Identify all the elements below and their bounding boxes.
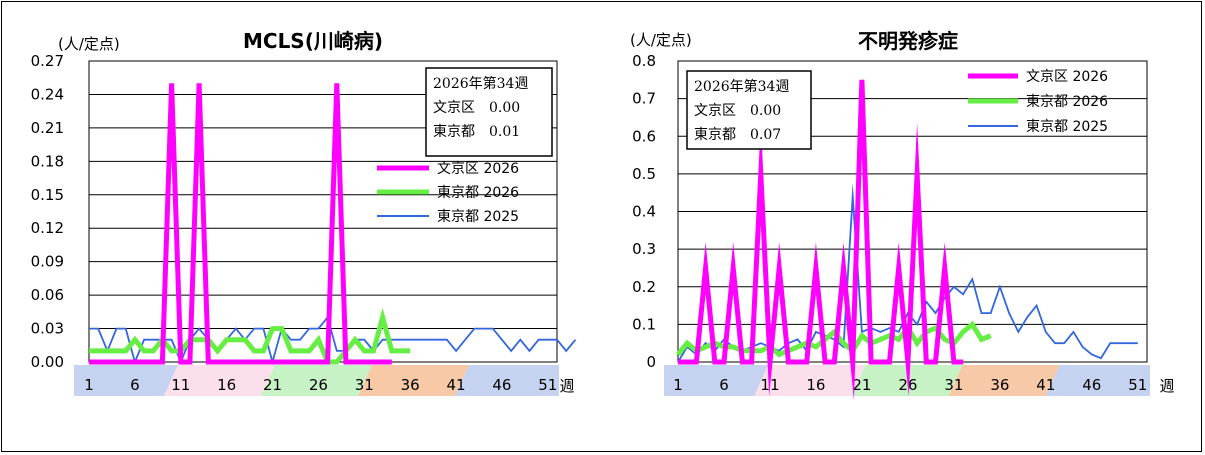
- x-axis-band: [948, 365, 1060, 396]
- x-tick-label: 46: [1082, 376, 1101, 394]
- y-tick-label: 0.2: [632, 278, 656, 296]
- info-box: [425, 67, 553, 157]
- x-tick-label: 46: [492, 376, 511, 394]
- info-box-line: 東京都 0.07: [694, 127, 781, 143]
- y-tick-label: 0: [646, 353, 656, 371]
- y-tick-label: 0.7: [632, 90, 656, 108]
- x-tick-label: 16: [217, 376, 236, 394]
- y-tick-label: 0.5: [632, 165, 656, 183]
- x-tick-label: 6: [719, 376, 729, 394]
- x-axis-band: [1045, 365, 1150, 396]
- y-tick-label: 0.27: [31, 52, 64, 70]
- x-tick-label: 26: [309, 376, 328, 394]
- x-axis-band: [164, 365, 275, 396]
- info-box-line: 2026年第34週: [694, 78, 789, 95]
- x-axis-band: [261, 365, 372, 396]
- info-box-line: 2026年第34週: [433, 75, 528, 92]
- info-box-line: 文京区 0.00: [694, 103, 781, 119]
- chart-1: 0.00 0.03 0.06 0.09 0.12 0.15 0.18 0.21 0.24 0.27…: [31, 29, 577, 396]
- x-tick-label: 11: [171, 376, 190, 394]
- legend-label: 東京都 2025: [437, 209, 519, 225]
- x-tick-label: 1: [673, 376, 683, 394]
- legend-label: 東京都 2026: [1026, 94, 1108, 110]
- x-axis-band: [74, 365, 178, 396]
- y-tick-label: 0.6: [632, 127, 656, 145]
- y-tick-label: 0.06: [31, 286, 64, 304]
- x-tick-label: 41: [1036, 376, 1055, 394]
- legend-label: 東京都 2026: [437, 185, 519, 201]
- x-tick-label: 51: [538, 376, 557, 394]
- y-tick-label: 0.15: [31, 186, 64, 204]
- x-axis-band: [754, 365, 866, 396]
- x-axis-unit: 週: [559, 377, 574, 395]
- chart-title: MCLS(川崎病): [243, 29, 383, 53]
- chart-title: 不明発疹症: [858, 29, 958, 53]
- y-tick-label: 0.8: [632, 52, 656, 70]
- x-axis-band: [455, 365, 559, 396]
- info-box: [686, 70, 812, 150]
- legend-label: 文京区 2026: [437, 161, 519, 177]
- x-tick-label: 31: [944, 376, 963, 394]
- legend-label: 東京都 2025: [1026, 119, 1108, 135]
- x-tick-label: 36: [990, 376, 1009, 394]
- y-tick-label: 0.12: [31, 219, 64, 237]
- y-tick-label: 0.18: [31, 152, 64, 170]
- x-axis-unit: 週: [1159, 377, 1174, 395]
- x-tick-label: 21: [852, 376, 871, 394]
- x-tick-label: 31: [355, 376, 374, 394]
- y-tick-label: 0.03: [31, 320, 64, 338]
- y-tick-label: 0.4: [632, 203, 656, 221]
- x-axis-band: [664, 365, 769, 396]
- x-tick-label: 1: [84, 376, 94, 394]
- x-axis-band: [851, 365, 963, 396]
- y-tick-label: 0.21: [31, 119, 64, 137]
- x-tick-label: 16: [806, 376, 825, 394]
- x-tick-label: 6: [130, 376, 140, 394]
- x-axis-band: [358, 365, 469, 396]
- series-line-tokyo-2026: [89, 307, 411, 365]
- unit-label: (人/定点): [58, 35, 120, 53]
- y-tick-label: 0.09: [31, 253, 64, 271]
- y-tick-label: 0.3: [632, 240, 656, 258]
- info-box-line: 東京都 0.01: [433, 124, 520, 140]
- series-line-tokyo-2025: [89, 315, 577, 366]
- series-line-bunkyo-2026: [89, 83, 392, 365]
- x-tick-label: 41: [447, 376, 466, 394]
- legend-label: 文京区 2026: [1026, 69, 1108, 85]
- x-tick-label: 21: [263, 376, 282, 394]
- info-box-line: 文京区 0.00: [433, 100, 520, 116]
- unit-label: (人/定点): [630, 31, 692, 49]
- x-tick-label: 36: [401, 376, 420, 394]
- y-tick-label: 0.1: [632, 315, 656, 333]
- series-line-bunkyo-2026: [678, 79, 964, 401]
- y-tick-label: 0.24: [31, 85, 64, 103]
- y-tick-label: 0.00: [31, 353, 64, 371]
- x-tick-label: 51: [1128, 376, 1147, 394]
